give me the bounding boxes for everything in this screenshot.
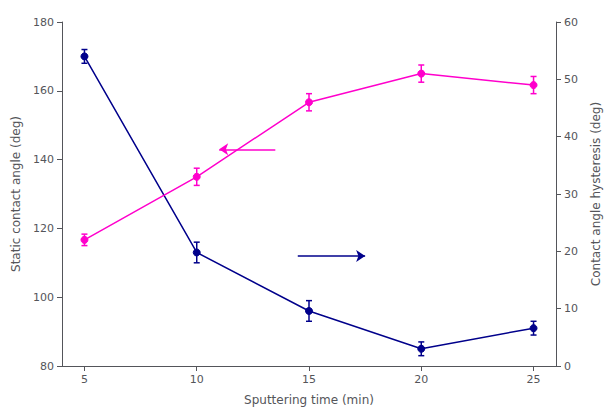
svg-text:Sputtering time (min): Sputtering time (min) — [244, 393, 374, 407]
svg-text:80: 80 — [40, 360, 54, 373]
svg-text:100: 100 — [33, 291, 54, 304]
svg-text:0: 0 — [564, 360, 571, 373]
svg-text:120: 120 — [33, 222, 54, 235]
svg-text:5: 5 — [81, 373, 88, 386]
svg-text:180: 180 — [33, 16, 54, 29]
svg-text:50: 50 — [564, 73, 578, 86]
svg-text:10: 10 — [564, 302, 578, 315]
svg-text:Contact angle hysteresis (deg): Contact angle hysteresis (deg) — [589, 102, 603, 286]
svg-text:25: 25 — [527, 373, 541, 386]
svg-text:160: 160 — [33, 84, 54, 97]
svg-text:30: 30 — [564, 188, 578, 201]
svg-text:20: 20 — [414, 373, 428, 386]
svg-text:Static contact angle (deg): Static contact angle (deg) — [9, 116, 23, 272]
svg-text:60: 60 — [564, 16, 578, 29]
svg-text:40: 40 — [564, 130, 578, 143]
svg-text:140: 140 — [33, 153, 54, 166]
svg-text:10: 10 — [190, 373, 204, 386]
svg-text:20: 20 — [564, 245, 578, 258]
svg-text:15: 15 — [302, 373, 316, 386]
